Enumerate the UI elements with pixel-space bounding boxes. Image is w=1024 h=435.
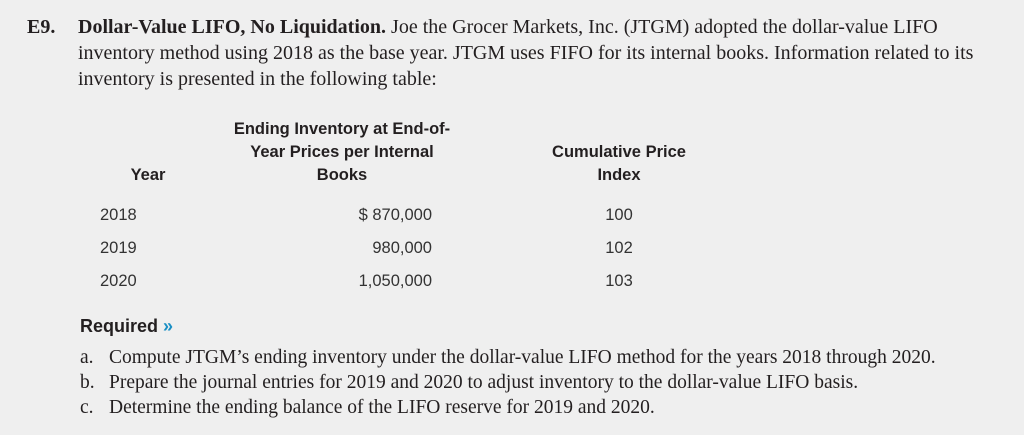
cell-index: 100 [605, 206, 633, 224]
header-ending-inventory-text: Ending Inventory at End-of-Year Prices p… [233, 120, 451, 184]
table-header-row: Year Ending Inventory at End-of-Year Pri… [100, 118, 736, 199]
header-price-index-text: Cumulative Price Index [552, 143, 686, 184]
cell-inventory: $ 870,000 [358, 206, 432, 224]
requirements-list: a. Compute JTGM’s ending inventory under… [80, 345, 1010, 420]
table-row: 2019 980,000 102 [100, 232, 736, 265]
cell-year: 2018 [100, 206, 137, 224]
exercise-title: Dollar-Value LIFO, No Liquidation. [78, 16, 387, 38]
table-row: 2018 $ 870,000 100 [100, 199, 736, 232]
cell-index: 103 [605, 272, 633, 290]
header-year: Year [130, 166, 166, 184]
list-item: a. Compute JTGM’s ending inventory under… [80, 345, 1010, 370]
item-text: Determine the ending balance of the LIFO… [109, 397, 655, 418]
exercise-intro: Dollar-Value LIFO, No Liquidation. Joe t… [78, 14, 1008, 92]
required-label: Required [80, 316, 159, 336]
header-ending-inventory: Ending Inventory at End-of-Year Prices p… [182, 118, 502, 199]
item-text: Prepare the journal entries for 2019 and… [109, 372, 859, 393]
item-text: Compute JTGM’s ending inventory under th… [109, 347, 936, 368]
cell-year: 2019 [100, 239, 137, 257]
item-letter: b. [80, 372, 95, 393]
cell-inventory: 980,000 [372, 239, 432, 257]
cell-inventory: 1,050,000 [358, 272, 432, 290]
exercise-intro-text: Joe the Grocer Markets, Inc. (JTGM) adop… [78, 16, 974, 90]
table-row: 2020 1,050,000 103 [100, 265, 736, 298]
header-price-index: Cumulative Price Index [502, 118, 736, 199]
cell-year: 2020 [100, 272, 137, 290]
inventory-table: Year Ending Inventory at End-of-Year Pri… [100, 118, 736, 298]
cell-index: 102 [605, 239, 633, 257]
next-exercise-clipped [22, 428, 1002, 435]
item-letter: c. [80, 397, 94, 418]
required-heading: Required » [80, 316, 173, 337]
exercise-number: E9. [27, 16, 56, 38]
list-item: b. Prepare the journal entries for 2019 … [80, 370, 1010, 395]
item-letter: a. [80, 347, 94, 368]
double-chevron-right-icon: » [163, 316, 174, 336]
list-item: c. Determine the ending balance of the L… [80, 395, 1010, 420]
